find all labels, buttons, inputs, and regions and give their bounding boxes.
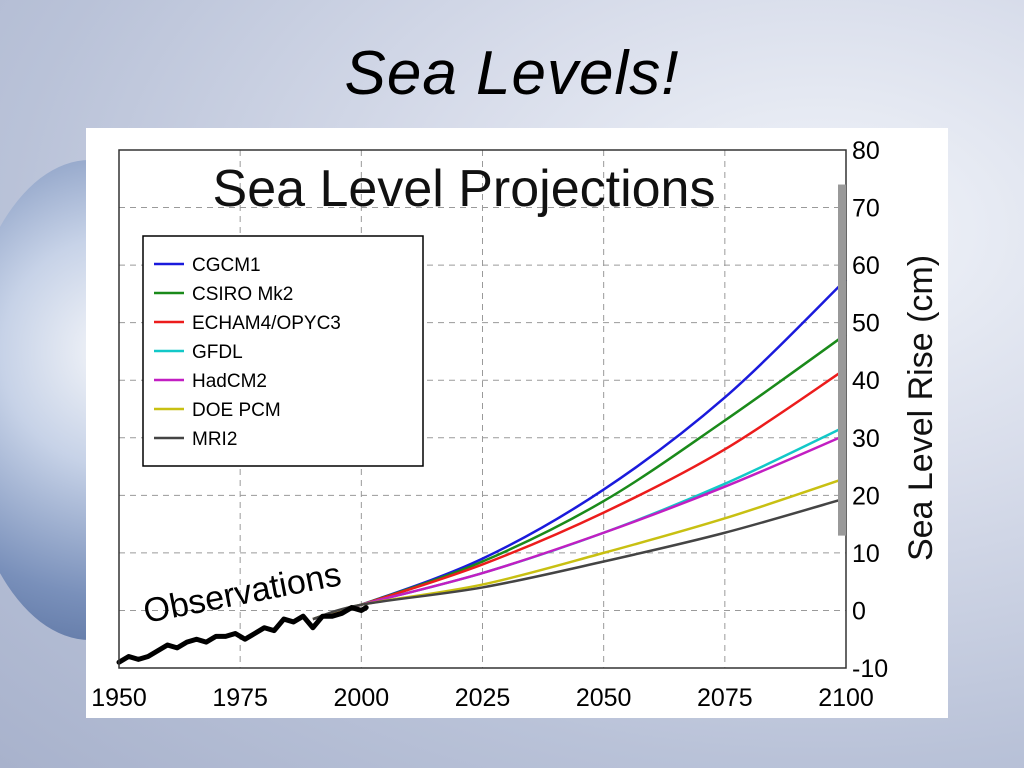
observations-line bbox=[116, 605, 369, 665]
y-tick-label: 50 bbox=[852, 310, 880, 338]
x-tick-label: 2100 bbox=[818, 684, 874, 712]
y-axis-label: Sea Level Rise (cm) bbox=[902, 255, 940, 561]
legend-label: HadCM2 bbox=[192, 371, 267, 392]
y-tick-label: 0 bbox=[852, 597, 866, 625]
y-tick-label: 70 bbox=[852, 195, 880, 223]
x-tick-label: 2025 bbox=[455, 684, 511, 712]
slide-title: Sea Levels! bbox=[344, 39, 680, 108]
legend-label: GFDL bbox=[192, 342, 243, 363]
chart-title: Sea Level Projections bbox=[213, 160, 716, 218]
x-tick-label: 2050 bbox=[576, 684, 632, 712]
x-tick-label: 2000 bbox=[334, 684, 390, 712]
y-tick-label: 40 bbox=[852, 367, 880, 395]
y-tick-label: 80 bbox=[852, 137, 880, 165]
series-line-mri2 bbox=[312, 497, 847, 621]
y-tick-label: 20 bbox=[852, 482, 880, 510]
sea-level-chart: 1950 1975 2000 2025 2050 2075 2100 -10 0 10 20 30 4… bbox=[86, 128, 948, 718]
x-tick-label: 1950 bbox=[91, 684, 147, 712]
y-tick-label: 30 bbox=[852, 425, 880, 453]
legend: CGCM1 CSIRO Mk2 ECHAM4/OPYC3 GFDL HadCM2 DOE … bbox=[142, 235, 424, 467]
range-bar bbox=[838, 184, 846, 536]
legend-label: ECHAM4/OPYC3 bbox=[192, 313, 341, 334]
y-tick-label: 10 bbox=[852, 540, 880, 568]
chart-panel: 1950 1975 2000 2025 2050 2075 2100 -10 0 10 20 30 4… bbox=[86, 128, 948, 718]
x-tick-labels: 1950 1975 2000 2025 2050 2075 2100 bbox=[91, 684, 874, 712]
observations-layer bbox=[116, 605, 369, 665]
y-tick-label: -10 bbox=[852, 655, 888, 683]
series-layer bbox=[312, 278, 847, 621]
legend-label: MRI2 bbox=[192, 429, 237, 450]
x-tick-label: 2075 bbox=[697, 684, 753, 712]
y-tick-label: 60 bbox=[852, 252, 880, 280]
legend-label: CSIRO Mk2 bbox=[192, 284, 293, 305]
legend-label: CGCM1 bbox=[192, 255, 261, 276]
legend-box bbox=[142, 235, 424, 467]
legend-label: DOE PCM bbox=[192, 400, 281, 421]
x-tick-label: 1975 bbox=[212, 684, 268, 712]
y-tick-labels: -10 0 10 20 30 40 50 60 70 80 bbox=[852, 137, 888, 683]
